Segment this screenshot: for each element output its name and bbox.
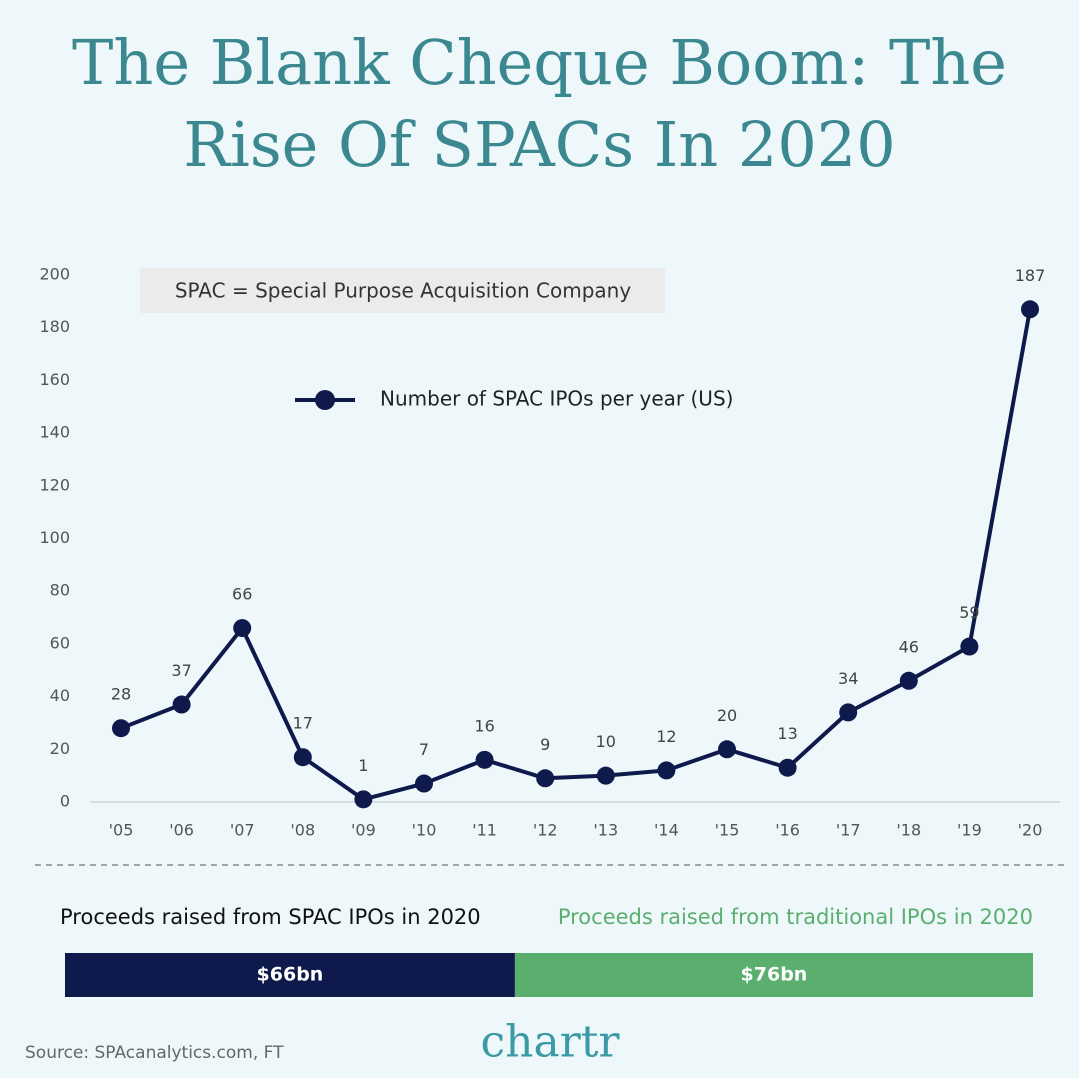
y-tick-label: 0 xyxy=(60,792,70,811)
point xyxy=(415,774,433,793)
point xyxy=(596,766,615,785)
y-tick-label: 40 xyxy=(50,686,70,705)
point xyxy=(354,790,373,809)
x-tick-label: '10 xyxy=(412,821,437,840)
y-tick-label: 20 xyxy=(50,739,70,758)
x-tick-label: '18 xyxy=(896,821,921,840)
legend-label: Number of SPAC IPOs per year (US) xyxy=(380,387,733,411)
point xyxy=(112,719,130,738)
point xyxy=(233,619,252,638)
x-tick-label: '06 xyxy=(169,821,194,840)
x-tick-label: '14 xyxy=(654,821,679,840)
y-tick-label: 200 xyxy=(39,265,70,284)
y-tick-label: 80 xyxy=(50,581,70,600)
legend-marker xyxy=(315,390,335,410)
point xyxy=(293,748,312,767)
point xyxy=(172,695,191,714)
title: The Blank Cheque Boom: The Rise Of SPACs… xyxy=(72,26,1007,181)
data-label: 37 xyxy=(171,661,191,680)
x-tick-label: '15 xyxy=(715,821,740,840)
data-label: 46 xyxy=(899,637,919,656)
data-label: 59 xyxy=(959,603,979,622)
data-label: 20 xyxy=(717,706,737,725)
data-label: 17 xyxy=(293,714,313,733)
data-label: 1 xyxy=(358,756,368,775)
bar-label: $76bn xyxy=(741,964,808,986)
point xyxy=(960,637,979,656)
point xyxy=(657,761,676,780)
y-tick-label: 140 xyxy=(39,423,70,442)
bar-segment xyxy=(514,953,1033,997)
y-tick-label: 120 xyxy=(39,475,70,494)
x-tick-label: '16 xyxy=(775,821,800,840)
series-name: Proceeds raised from SPAC IPOs in 2020 xyxy=(60,905,481,929)
annotation: SPAC = Special Purpose Acquisition Compa… xyxy=(175,279,631,303)
data-label: 12 xyxy=(656,727,676,746)
bar-label: $66bn xyxy=(257,964,324,986)
x-tick-label: '08 xyxy=(290,821,315,840)
x-tick-label: '07 xyxy=(230,821,255,840)
y-tick-label: 160 xyxy=(39,370,70,389)
x-tick-label: '20 xyxy=(1018,821,1043,840)
data-label: 28 xyxy=(111,685,131,704)
data-label: 187 xyxy=(1015,266,1046,285)
series-line xyxy=(120,308,1032,802)
x-tick-label: '19 xyxy=(957,821,982,840)
data-label: 13 xyxy=(777,724,797,743)
y-tick-label: 100 xyxy=(39,528,70,547)
point xyxy=(1021,300,1039,319)
point xyxy=(718,740,736,759)
point xyxy=(899,671,918,690)
point xyxy=(475,750,494,769)
data-label: 9 xyxy=(540,735,550,754)
logo: chartr xyxy=(481,1017,621,1068)
data-label: 16 xyxy=(474,716,494,735)
point xyxy=(839,703,858,722)
point xyxy=(536,769,555,788)
data-label: 34 xyxy=(838,669,858,688)
x-tick-label: '09 xyxy=(351,821,376,840)
data-label: 10 xyxy=(596,732,616,751)
bar-segment xyxy=(65,953,515,997)
y-tick-label: 180 xyxy=(39,317,70,336)
data-label: 7 xyxy=(419,740,429,759)
series-name: Proceeds raised from traditional IPOs in… xyxy=(558,905,1033,929)
x-tick-label: '05 xyxy=(109,821,134,840)
x-tick-label: '12 xyxy=(533,821,558,840)
data-label: 66 xyxy=(232,585,252,604)
annotation-box xyxy=(140,268,665,313)
y-tick-label: 60 xyxy=(50,633,70,652)
x-tick-label: '11 xyxy=(472,821,497,840)
x-tick-label: '17 xyxy=(836,821,861,840)
point xyxy=(778,758,797,777)
x-tick-label: '13 xyxy=(593,821,618,840)
source: Source: SPAcanalytics.com, FT xyxy=(25,1043,284,1063)
